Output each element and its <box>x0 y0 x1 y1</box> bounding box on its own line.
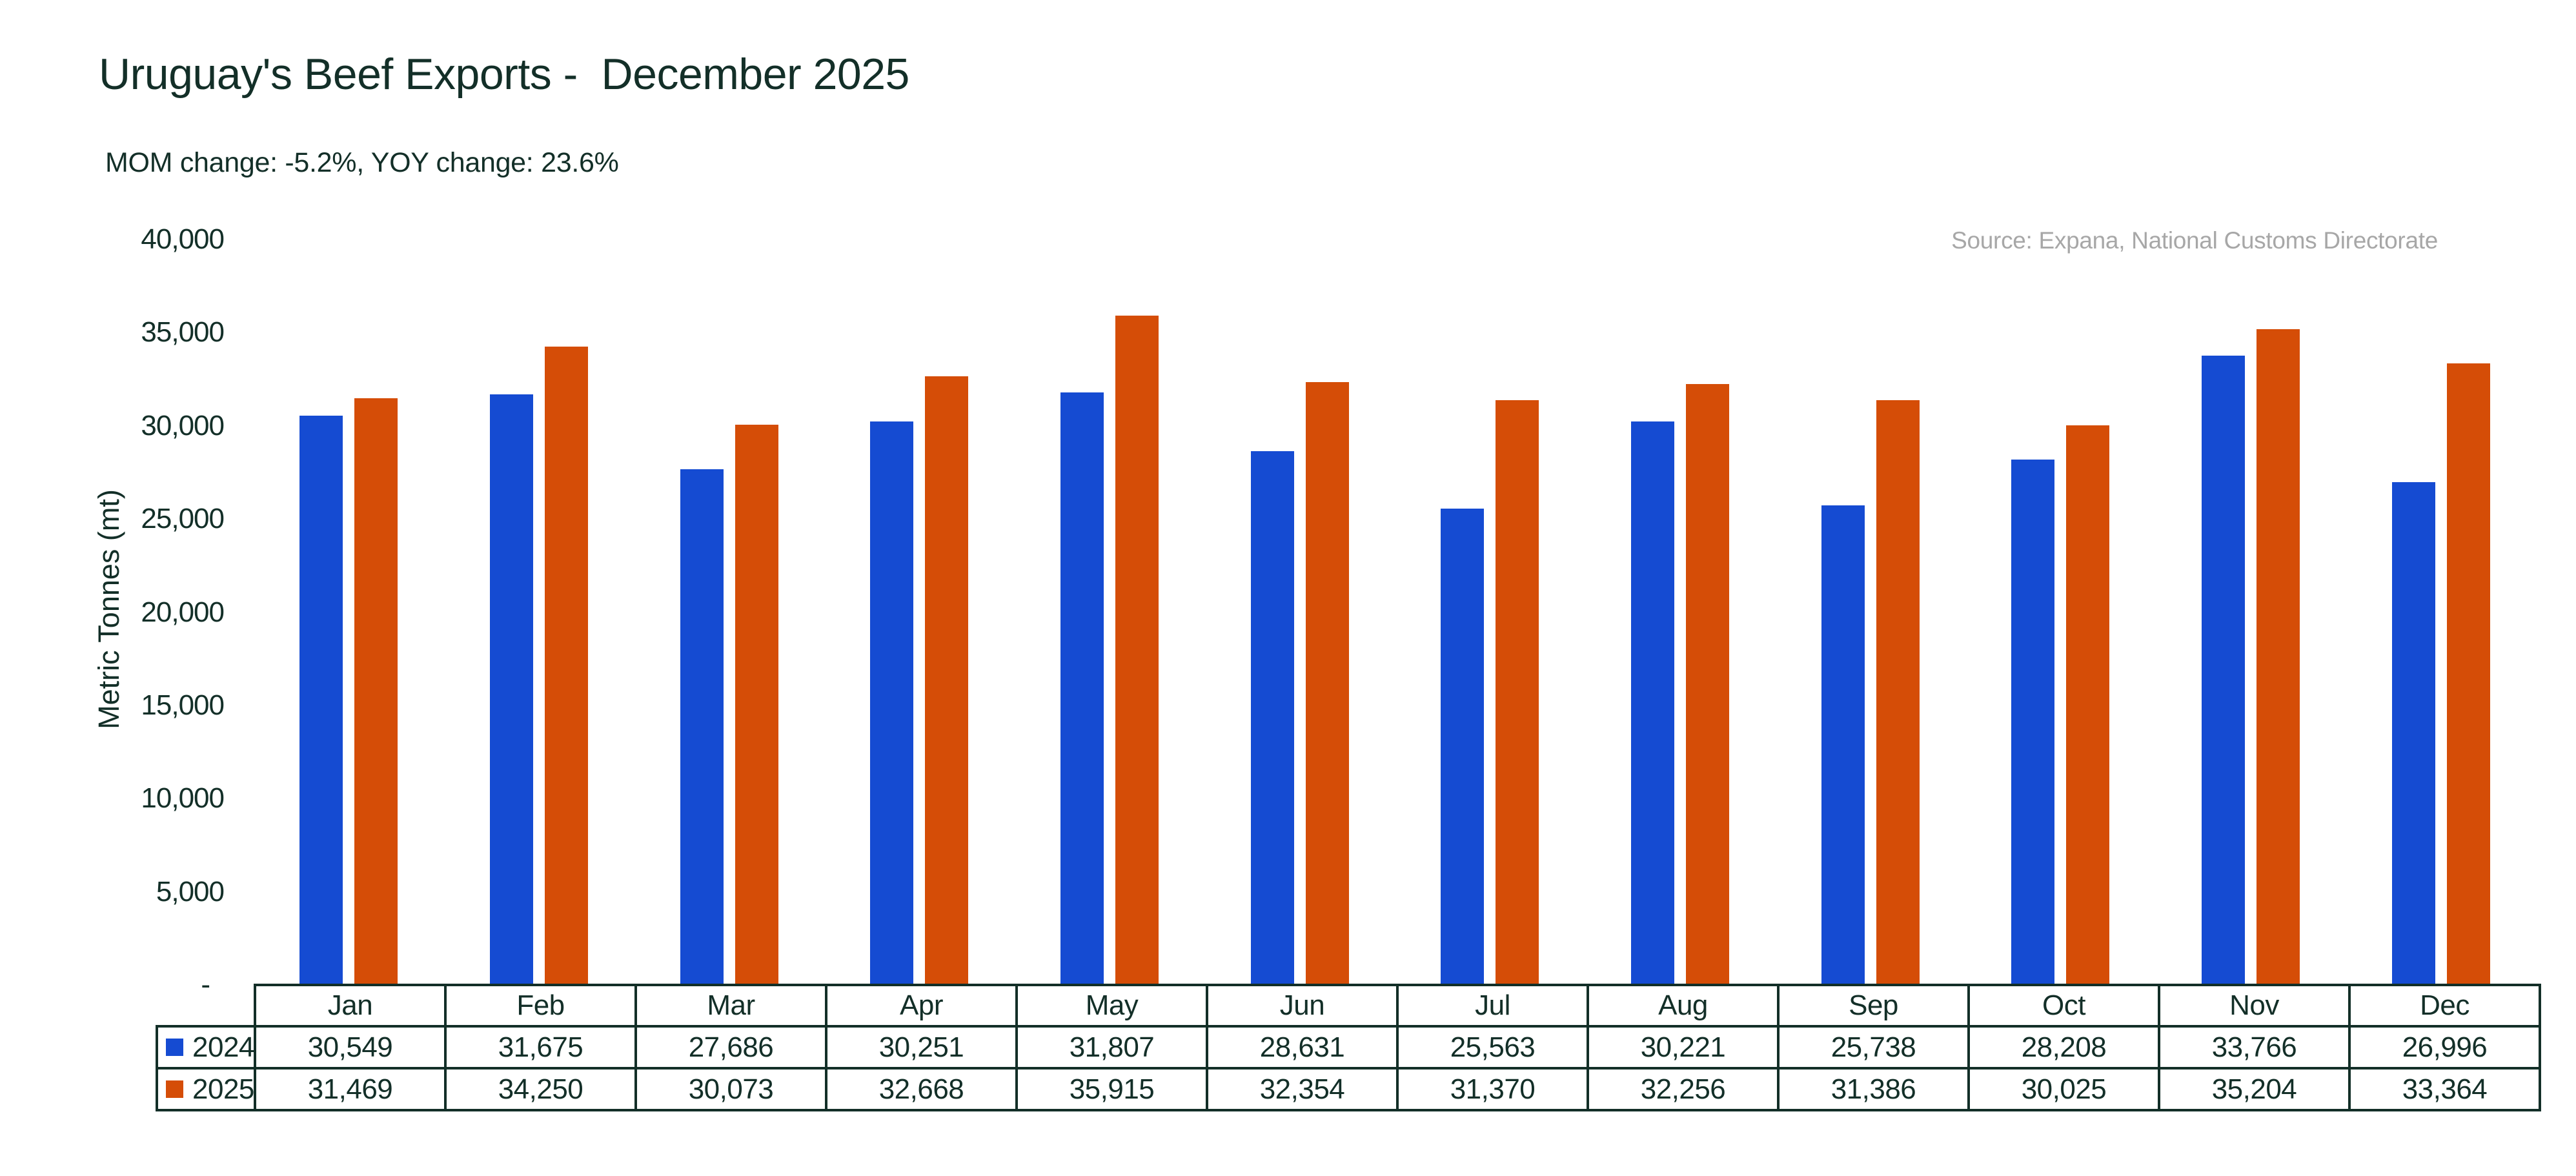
y-tick-5000: 5,000 <box>156 875 225 907</box>
month-header-mar: Mar <box>634 984 827 1028</box>
y-tick-20000: 20,000 <box>141 596 225 628</box>
bar-2025-jul <box>1496 400 1539 985</box>
bar-2025-dec <box>2446 363 2490 985</box>
y-tick-40000: 40,000 <box>141 223 225 255</box>
y-tick-35000: 35,000 <box>141 316 225 349</box>
value-2024-jul: 25,563 <box>1396 1025 1589 1070</box>
bar-2024-apr <box>870 421 914 985</box>
value-2024-jun: 28,631 <box>1206 1025 1399 1070</box>
bar-2024-dec <box>2391 482 2435 985</box>
month-header-oct: Oct <box>1967 984 2160 1028</box>
bar-2024-mar <box>680 469 724 985</box>
table-row-2025: 2025 31,469 34,250 30,073 32,668 35,915 32,354… <box>156 1067 2541 1111</box>
series-label-2024: 2024 <box>192 1031 254 1063</box>
value-2025-jul: 31,370 <box>1396 1067 1589 1111</box>
month-header-row: Jan Feb Mar Apr May Jun Jul Aug Sep Oct Nov Dec <box>157 984 2541 1028</box>
source-note: Source: Expana, National Customs Directo… <box>1951 227 2438 254</box>
month-header-nov: Nov <box>2158 984 2351 1028</box>
month-header-jan: Jan <box>254 984 447 1028</box>
bar-2025-may <box>1115 315 1159 985</box>
legend-swatch-2024 <box>166 1039 183 1056</box>
month-header-jun: Jun <box>1206 984 1399 1028</box>
y-tick-30000: 30,000 <box>141 409 225 441</box>
table-corner-cell <box>157 985 255 1026</box>
bar-2025-feb <box>545 347 588 985</box>
chart-subtitle: MOM change: -5.2%, YOY change: 23.6% <box>105 147 619 178</box>
month-header-dec: Dec <box>2348 984 2541 1028</box>
y-tick-0: - <box>201 969 210 1000</box>
value-2024-feb: 31,675 <box>444 1025 637 1070</box>
month-header-jul: Jul <box>1396 984 1589 1028</box>
bar-2024-feb <box>490 394 533 985</box>
bar-2024-jun <box>1250 451 1294 985</box>
bar-2025-mar <box>735 424 778 985</box>
legend-cell-2024: 2024 <box>156 1025 256 1070</box>
value-2024-nov: 33,766 <box>2158 1025 2351 1070</box>
value-2025-jun: 32,354 <box>1206 1067 1399 1111</box>
bar-2025-apr <box>925 376 969 985</box>
bar-2024-jul <box>1441 508 1485 985</box>
bar-2024-nov <box>2202 356 2245 985</box>
legend-swatch-2025 <box>166 1080 183 1098</box>
value-2024-mar: 27,686 <box>634 1025 827 1070</box>
chart-title: Uruguay's Beef Exports - December 2025 <box>99 50 909 99</box>
value-2024-aug: 30,221 <box>1587 1025 1780 1070</box>
month-header-may: May <box>1015 984 1208 1028</box>
value-2024-sep: 25,738 <box>1777 1025 1970 1070</box>
bar-2025-sep <box>1876 400 1920 985</box>
y-tick-15000: 15,000 <box>141 689 225 721</box>
y-tick-25000: 25,000 <box>141 503 225 535</box>
value-2025-may: 35,915 <box>1015 1067 1208 1111</box>
month-header-feb: Feb <box>444 984 637 1028</box>
value-2025-oct: 30,025 <box>1967 1067 2160 1111</box>
table-row-2024: 2024 30,549 31,675 27,686 30,251 31,807 28,631… <box>156 1025 2541 1070</box>
value-2025-apr: 32,668 <box>825 1067 1018 1111</box>
plot-area <box>254 239 2536 985</box>
data-table: Jan Feb Mar Apr May Jun Jul Aug Sep Oct Nov Dec 202… <box>156 984 2541 1111</box>
value-2024-dec: 26,996 <box>2348 1025 2541 1070</box>
month-header-apr: Apr <box>825 984 1018 1028</box>
value-2025-aug: 32,256 <box>1587 1067 1780 1111</box>
value-2025-sep: 31,386 <box>1777 1067 1970 1111</box>
bar-2025-jun <box>1305 381 1349 985</box>
month-header-sep: Sep <box>1777 984 1970 1028</box>
legend-cell-2025: 2025 <box>156 1067 256 1111</box>
bar-2025-aug <box>1686 383 1729 985</box>
bar-2024-oct <box>2011 459 2055 985</box>
value-2024-may: 31,807 <box>1015 1025 1208 1070</box>
value-2025-mar: 30,073 <box>634 1067 827 1111</box>
value-2025-feb: 34,250 <box>444 1067 637 1111</box>
series-label-2025: 2025 <box>192 1073 254 1105</box>
bar-2025-nov <box>2257 329 2300 985</box>
bar-2024-aug <box>1631 421 1674 985</box>
y-tick-10000: 10,000 <box>141 782 225 815</box>
value-2025-jan: 31,469 <box>254 1067 447 1111</box>
value-2024-jan: 30,549 <box>254 1025 447 1070</box>
bar-2024-may <box>1060 392 1104 985</box>
bar-2024-sep <box>1821 505 1865 985</box>
value-2024-apr: 30,251 <box>825 1025 1018 1070</box>
value-2025-dec: 33,364 <box>2348 1067 2541 1111</box>
month-header-aug: Aug <box>1587 984 1780 1028</box>
bar-2025-oct <box>2066 425 2110 985</box>
value-2024-oct: 28,208 <box>1967 1025 2160 1070</box>
bar-2024-jan <box>299 415 343 985</box>
value-2025-nov: 35,204 <box>2158 1067 2351 1111</box>
y-axis-label: Metric Tonnes (mt) <box>92 489 125 729</box>
bar-2025-jan <box>354 398 398 985</box>
